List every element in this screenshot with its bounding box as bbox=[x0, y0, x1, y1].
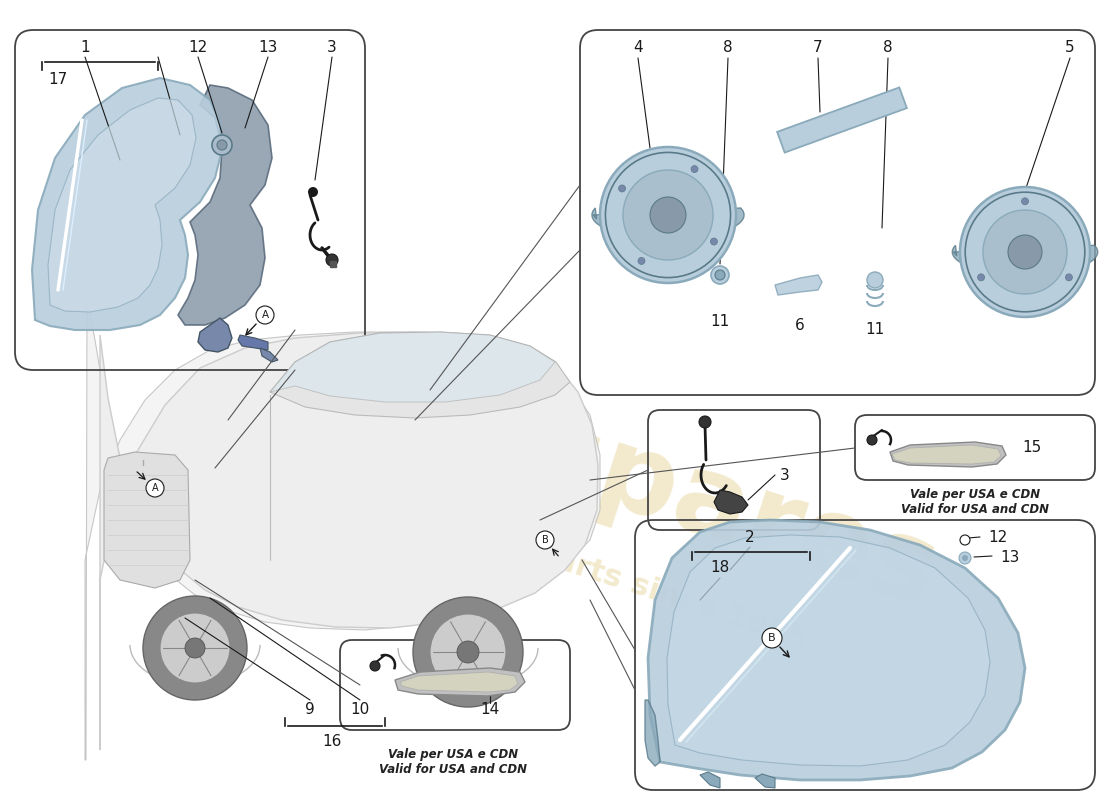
Circle shape bbox=[618, 185, 626, 192]
Polygon shape bbox=[755, 774, 775, 788]
Text: 3: 3 bbox=[780, 467, 790, 482]
Circle shape bbox=[308, 187, 318, 197]
Circle shape bbox=[370, 661, 379, 671]
Circle shape bbox=[867, 272, 883, 288]
Circle shape bbox=[691, 166, 698, 173]
Text: 18: 18 bbox=[711, 561, 729, 575]
Text: B: B bbox=[541, 535, 549, 545]
Text: 15: 15 bbox=[1022, 441, 1042, 455]
Text: eurospares: eurospares bbox=[250, 310, 950, 630]
Circle shape bbox=[715, 270, 725, 280]
Circle shape bbox=[412, 597, 522, 707]
Polygon shape bbox=[260, 348, 278, 362]
Circle shape bbox=[430, 614, 506, 690]
Circle shape bbox=[983, 210, 1067, 294]
Polygon shape bbox=[395, 668, 525, 696]
Text: 11: 11 bbox=[711, 314, 729, 330]
Text: A: A bbox=[262, 310, 268, 320]
Text: Vale per USA e CDN: Vale per USA e CDN bbox=[910, 488, 1041, 501]
Text: A: A bbox=[152, 483, 158, 493]
Text: 17: 17 bbox=[48, 73, 67, 87]
Circle shape bbox=[146, 479, 164, 497]
Text: 3: 3 bbox=[327, 39, 337, 54]
Polygon shape bbox=[270, 332, 570, 418]
Polygon shape bbox=[700, 772, 720, 788]
Circle shape bbox=[456, 641, 478, 663]
Text: 6: 6 bbox=[795, 318, 805, 333]
Polygon shape bbox=[714, 490, 748, 514]
Circle shape bbox=[143, 596, 248, 700]
Text: 11: 11 bbox=[866, 322, 884, 338]
Text: 8: 8 bbox=[723, 39, 733, 54]
Text: B: B bbox=[768, 633, 776, 643]
Text: 13: 13 bbox=[258, 39, 277, 54]
Circle shape bbox=[711, 238, 717, 245]
Circle shape bbox=[867, 435, 877, 445]
Polygon shape bbox=[104, 452, 190, 588]
Text: 12: 12 bbox=[989, 530, 1008, 545]
Polygon shape bbox=[100, 332, 598, 750]
Circle shape bbox=[698, 416, 711, 428]
Text: a passion for parts since 1985: a passion for parts since 1985 bbox=[309, 466, 811, 654]
Text: 8: 8 bbox=[883, 39, 893, 54]
Polygon shape bbox=[778, 87, 906, 153]
Circle shape bbox=[978, 274, 984, 281]
Circle shape bbox=[600, 147, 736, 283]
Polygon shape bbox=[270, 332, 556, 402]
Polygon shape bbox=[592, 208, 744, 238]
Polygon shape bbox=[178, 85, 272, 325]
Text: 10: 10 bbox=[351, 702, 370, 718]
Circle shape bbox=[1008, 235, 1042, 269]
Polygon shape bbox=[238, 335, 268, 350]
Text: 7: 7 bbox=[813, 39, 823, 54]
Polygon shape bbox=[645, 700, 660, 766]
Text: Valid for USA and CDN: Valid for USA and CDN bbox=[379, 763, 527, 776]
Polygon shape bbox=[48, 98, 196, 312]
Polygon shape bbox=[85, 300, 600, 760]
Text: 14: 14 bbox=[481, 702, 499, 718]
Polygon shape bbox=[648, 520, 1025, 780]
Text: 1: 1 bbox=[80, 39, 90, 54]
Circle shape bbox=[638, 258, 645, 265]
Circle shape bbox=[711, 266, 729, 284]
Circle shape bbox=[1022, 198, 1028, 205]
Polygon shape bbox=[400, 672, 518, 692]
Circle shape bbox=[960, 187, 1090, 317]
Text: Vale per USA e CDN: Vale per USA e CDN bbox=[388, 748, 518, 761]
Text: 12: 12 bbox=[188, 39, 208, 54]
Polygon shape bbox=[198, 318, 232, 352]
Circle shape bbox=[762, 628, 782, 648]
Polygon shape bbox=[776, 275, 822, 295]
Circle shape bbox=[960, 535, 970, 545]
Text: 5: 5 bbox=[1065, 39, 1075, 54]
Polygon shape bbox=[953, 246, 1098, 274]
Polygon shape bbox=[32, 78, 222, 330]
Circle shape bbox=[962, 555, 968, 561]
Circle shape bbox=[536, 531, 554, 549]
Circle shape bbox=[623, 170, 713, 260]
Circle shape bbox=[185, 638, 205, 658]
Text: 9: 9 bbox=[305, 702, 315, 718]
Text: 2: 2 bbox=[745, 530, 755, 545]
Polygon shape bbox=[892, 445, 1001, 464]
Circle shape bbox=[326, 254, 338, 266]
Text: Valid for USA and CDN: Valid for USA and CDN bbox=[901, 503, 1049, 516]
Circle shape bbox=[256, 306, 274, 324]
Circle shape bbox=[650, 197, 686, 233]
Text: 16: 16 bbox=[322, 734, 342, 750]
Circle shape bbox=[1066, 274, 1072, 281]
Polygon shape bbox=[667, 535, 990, 766]
Circle shape bbox=[217, 140, 227, 150]
Polygon shape bbox=[890, 442, 1007, 467]
Circle shape bbox=[160, 613, 230, 683]
Circle shape bbox=[212, 135, 232, 155]
Text: 13: 13 bbox=[1000, 550, 1020, 566]
Circle shape bbox=[959, 552, 971, 564]
Text: 4: 4 bbox=[634, 39, 642, 54]
